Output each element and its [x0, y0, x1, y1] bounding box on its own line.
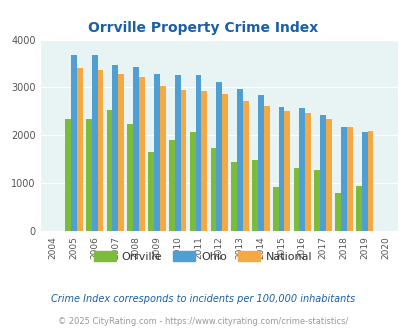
- Bar: [97, 70, 103, 231]
- Bar: [340, 127, 346, 231]
- Bar: [133, 67, 139, 231]
- Text: Orrville Property Crime Index: Orrville Property Crime Index: [87, 21, 318, 35]
- Bar: [148, 152, 153, 231]
- Bar: [320, 115, 325, 231]
- Bar: [272, 187, 278, 231]
- Bar: [284, 112, 290, 231]
- Bar: [367, 131, 373, 231]
- Bar: [127, 124, 133, 231]
- Bar: [216, 82, 222, 231]
- Bar: [195, 75, 201, 231]
- Bar: [112, 65, 118, 231]
- Bar: [153, 74, 160, 231]
- Bar: [118, 74, 124, 231]
- Bar: [71, 55, 77, 231]
- Text: © 2025 CityRating.com - https://www.cityrating.com/crime-statistics/: © 2025 CityRating.com - https://www.city…: [58, 317, 347, 326]
- Bar: [325, 118, 331, 231]
- Bar: [92, 55, 97, 231]
- Bar: [210, 148, 216, 231]
- Bar: [334, 193, 340, 231]
- Bar: [107, 111, 112, 231]
- Bar: [237, 89, 242, 231]
- Bar: [313, 170, 320, 231]
- Bar: [86, 118, 92, 231]
- Bar: [175, 75, 180, 231]
- Bar: [231, 162, 237, 231]
- Bar: [77, 68, 82, 231]
- Bar: [361, 132, 367, 231]
- Bar: [263, 106, 269, 231]
- Bar: [355, 185, 361, 231]
- Bar: [139, 78, 145, 231]
- Legend: Orrville, Ohio, National: Orrville, Ohio, National: [89, 247, 316, 267]
- Text: Crime Index corresponds to incidents per 100,000 inhabitants: Crime Index corresponds to incidents per…: [51, 294, 354, 304]
- Bar: [65, 118, 71, 231]
- Bar: [222, 94, 227, 231]
- Bar: [201, 91, 207, 231]
- Bar: [168, 140, 175, 231]
- Bar: [305, 113, 310, 231]
- Bar: [160, 85, 165, 231]
- Bar: [252, 160, 257, 231]
- Bar: [278, 107, 284, 231]
- Bar: [180, 90, 186, 231]
- Bar: [242, 101, 248, 231]
- Bar: [257, 95, 263, 231]
- Bar: [189, 132, 195, 231]
- Bar: [293, 168, 298, 231]
- Bar: [346, 127, 352, 231]
- Bar: [298, 108, 305, 231]
